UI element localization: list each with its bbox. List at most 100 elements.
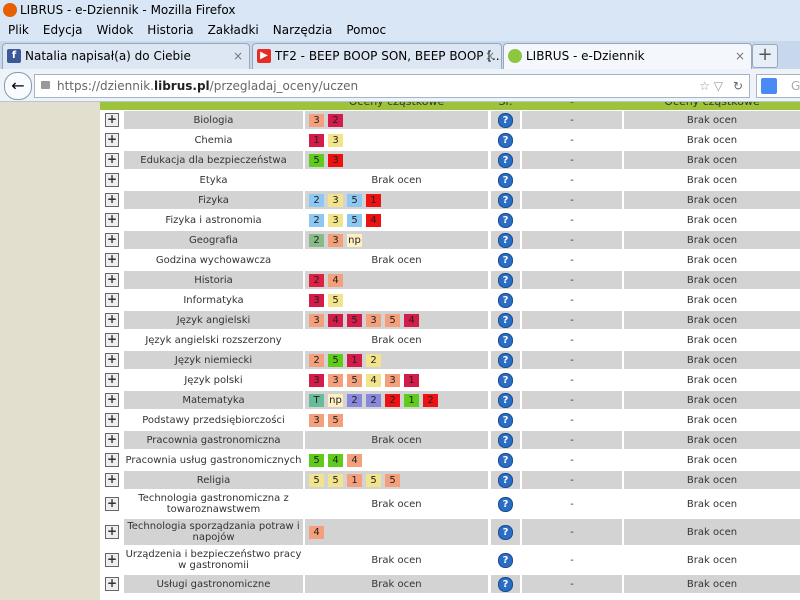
- grade[interactable]: 3: [309, 293, 324, 307]
- grade[interactable]: 3: [328, 193, 343, 207]
- expand-button[interactable]: +: [105, 352, 119, 367]
- info-icon[interactable]: ?: [498, 472, 513, 488]
- grade[interactable]: 5: [328, 293, 343, 307]
- menu-item[interactable]: Pomoc: [346, 23, 387, 37]
- expand-button[interactable]: +: [105, 524, 119, 539]
- grade[interactable]: 3: [328, 153, 343, 167]
- tab[interactable]: f Natalia napisał(a) do Ciebie ×: [2, 43, 250, 69]
- grade[interactable]: 4: [328, 313, 343, 327]
- grade[interactable]: 4: [366, 373, 381, 387]
- expand-button[interactable]: +: [105, 432, 119, 447]
- expand-button[interactable]: +: [105, 496, 119, 511]
- grade[interactable]: 5: [385, 313, 400, 327]
- expand-button[interactable]: +: [105, 312, 119, 327]
- grade[interactable]: 5: [347, 193, 362, 207]
- expand-button[interactable]: +: [105, 552, 119, 567]
- info-icon[interactable]: ?: [498, 392, 513, 408]
- expand-button[interactable]: +: [105, 576, 119, 591]
- grade[interactable]: 5: [328, 413, 343, 427]
- expand-button[interactable]: +: [105, 112, 119, 127]
- info-icon[interactable]: ?: [498, 372, 513, 388]
- grade[interactable]: 2: [423, 393, 438, 407]
- grade[interactable]: 4: [366, 213, 381, 227]
- grade[interactable]: 2: [309, 273, 324, 287]
- grade[interactable]: 3: [309, 413, 324, 427]
- menu-item[interactable]: Historia: [147, 23, 194, 37]
- grade[interactable]: 2: [366, 353, 381, 367]
- expand-button[interactable]: +: [105, 212, 119, 227]
- grade[interactable]: 5: [347, 373, 362, 387]
- info-icon[interactable]: ?: [498, 524, 513, 540]
- reload[interactable]: ↻: [732, 79, 743, 93]
- expand-button[interactable]: +: [105, 272, 119, 287]
- info-icon[interactable]: ?: [498, 212, 513, 228]
- grade[interactable]: T: [309, 393, 324, 407]
- tab[interactable]: ▶ TF2 - BEEP BOOP SON, BEEP BOOP [... ×: [252, 43, 502, 69]
- info-icon[interactable]: ?: [498, 552, 513, 568]
- expand-button[interactable]: +: [105, 232, 119, 247]
- tab-close[interactable]: ×: [734, 49, 745, 63]
- expand-button[interactable]: +: [105, 332, 119, 347]
- info-icon[interactable]: ?: [498, 496, 513, 512]
- grade[interactable]: 4: [309, 525, 324, 539]
- menu-item[interactable]: Plik: [8, 23, 29, 37]
- expand-button[interactable]: +: [105, 172, 119, 187]
- info-icon[interactable]: ?: [498, 576, 513, 592]
- tab-close[interactable]: ×: [232, 49, 243, 63]
- grade[interactable]: 5: [347, 213, 362, 227]
- info-icon[interactable]: ?: [498, 432, 513, 448]
- search-bar[interactable]: G: [756, 74, 800, 98]
- expand-button[interactable]: +: [105, 392, 119, 407]
- grade[interactable]: 3: [385, 373, 400, 387]
- grade[interactable]: 3: [366, 313, 381, 327]
- grade[interactable]: 3: [328, 373, 343, 387]
- grade[interactable]: 5: [309, 153, 324, 167]
- grade[interactable]: 5: [328, 473, 343, 487]
- grade[interactable]: 4: [328, 273, 343, 287]
- grade[interactable]: 4: [328, 453, 343, 467]
- menu-item[interactable]: Widok: [96, 23, 134, 37]
- info-icon[interactable]: ?: [498, 452, 513, 468]
- grade[interactable]: np: [347, 233, 362, 247]
- info-icon[interactable]: ?: [498, 312, 513, 328]
- menu-item[interactable]: Edycja: [42, 23, 83, 37]
- expand-button[interactable]: +: [105, 292, 119, 307]
- grade[interactable]: 3: [309, 313, 324, 327]
- grade[interactable]: 2: [347, 393, 362, 407]
- info-icon[interactable]: ?: [498, 112, 513, 128]
- info-icon[interactable]: ?: [498, 192, 513, 208]
- expand-button[interactable]: +: [105, 152, 119, 167]
- grade[interactable]: 2: [385, 393, 400, 407]
- info-icon[interactable]: ?: [498, 272, 513, 288]
- info-icon[interactable]: ?: [498, 412, 513, 428]
- grade[interactable]: 2: [309, 213, 324, 227]
- info-icon[interactable]: ?: [498, 152, 513, 168]
- grade[interactable]: 2: [366, 393, 381, 407]
- grade[interactable]: 3: [309, 373, 324, 387]
- grade[interactable]: 1: [366, 193, 381, 207]
- menu-item[interactable]: Zakładki: [207, 23, 259, 37]
- expand-button[interactable]: +: [105, 132, 119, 147]
- grade[interactable]: 3: [328, 233, 343, 247]
- tab[interactable]: LIBRUS - e-Dziennik ×: [503, 43, 752, 69]
- grade[interactable]: 5: [347, 313, 362, 327]
- grade[interactable]: 1: [309, 133, 324, 147]
- info-icon[interactable]: ?: [498, 332, 513, 348]
- tab-close[interactable]: ×: [484, 49, 495, 63]
- info-icon[interactable]: ?: [498, 232, 513, 248]
- url-bar[interactable]: https://dziennik.librus.pl/przegladaj_oc…: [34, 74, 750, 98]
- grade[interactable]: 5: [309, 453, 324, 467]
- expand-button[interactable]: +: [105, 252, 119, 267]
- grade[interactable]: 5: [328, 353, 343, 367]
- grade[interactable]: 3: [328, 133, 343, 147]
- expand-button[interactable]: +: [105, 452, 119, 467]
- info-icon[interactable]: ?: [498, 352, 513, 368]
- menu-item[interactable]: Narzędzia: [272, 23, 333, 37]
- grade[interactable]: 2: [309, 353, 324, 367]
- grade[interactable]: np: [328, 393, 343, 407]
- grade[interactable]: 3: [309, 113, 324, 127]
- bookmark-star[interactable]: ☆ ▽: [699, 79, 723, 93]
- grade[interactable]: 2: [309, 193, 324, 207]
- grade[interactable]: 3: [328, 213, 343, 227]
- grade[interactable]: 5: [385, 473, 400, 487]
